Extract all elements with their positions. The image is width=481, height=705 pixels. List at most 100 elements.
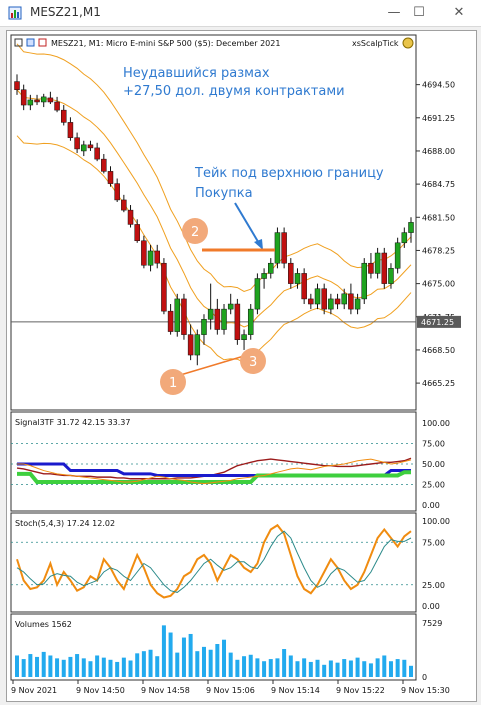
signal-tick-label: 100.00 (422, 419, 450, 428)
marker-3-label: 3 (249, 355, 257, 370)
candle-body (94, 147, 100, 160)
instrument-label: MESZ21, M1: Micro E-mini S&P 500 ($5): D… (51, 39, 280, 48)
expert-hat-icon[interactable] (402, 37, 414, 49)
volume-bar (68, 656, 73, 677)
chart-area[interactable]: 4694.50 4691.25 4688.00 4684.75 4681.50 4678.… (6, 30, 477, 702)
price-marks (11, 43, 416, 366)
volume-bar (308, 661, 313, 677)
candle-body (107, 171, 114, 184)
volume-bar (175, 652, 180, 677)
candle-body (81, 144, 87, 152)
volume-marks (15, 625, 413, 677)
candle-body (101, 158, 107, 172)
candle-body (381, 252, 388, 284)
take-arrow (234, 202, 261, 246)
current-price-box (417, 315, 461, 328)
volume-bar (315, 659, 320, 677)
volume-bar (41, 651, 46, 677)
signal-tick-label: 50.00 (422, 460, 445, 469)
signal-tick-label: 25.00 (422, 481, 445, 490)
volume-bar (195, 651, 200, 677)
volume-bar (135, 653, 140, 677)
stochastic-marks (11, 523, 416, 599)
candle-body (121, 199, 127, 211)
candle-body (114, 183, 120, 201)
signal-tick-label: 75.00 (422, 440, 445, 449)
volume-bar (188, 633, 193, 677)
candle-body (187, 334, 194, 356)
volume-bar (342, 659, 347, 677)
candle-body (308, 298, 314, 305)
candle-body (67, 122, 74, 138)
stochastic-tick-label: 75.00 (422, 538, 445, 547)
app-chart-icon (8, 6, 22, 20)
marker-3 (240, 348, 266, 374)
close-button[interactable]: ✕ (453, 5, 465, 20)
maximize-button[interactable]: ☐ (413, 5, 425, 20)
band-middle-line (16, 89, 412, 328)
stochastic-tick-label: 0.00 (422, 602, 440, 611)
candle-body (34, 99, 40, 103)
candle-body (321, 288, 327, 310)
candle-body (288, 262, 294, 284)
volume-bar (148, 649, 153, 677)
volume-bar (88, 661, 93, 677)
candle-body (154, 250, 160, 264)
window-titlebar: MESZ21,M1 — ☐ ✕ (0, 0, 481, 27)
signal-line-fast (17, 458, 412, 485)
candle-body (134, 224, 140, 242)
candle-body (227, 303, 234, 310)
price-panel (10, 34, 417, 411)
volume-bar (295, 661, 300, 677)
price-tick-label: 4665.25 (422, 379, 455, 388)
volume-bar (28, 654, 33, 677)
candle-body (401, 232, 408, 244)
volume-bar (15, 655, 19, 677)
candle-body (194, 334, 201, 356)
candle-body (40, 96, 47, 103)
band-lower-line (16, 135, 412, 364)
volume-bar (201, 646, 206, 677)
volume-bar (115, 661, 120, 677)
volume-bar (368, 663, 373, 677)
price-tick-label: 4688.00 (422, 147, 455, 156)
volume-bar (141, 651, 146, 677)
volume-bar (168, 632, 173, 677)
price-tick-label: 4681.50 (422, 213, 455, 222)
time-tick-label: 9 Nov 2021 (11, 686, 57, 695)
stochastic-title: Stoch(5,4,3) 17.24 12.02 (15, 519, 115, 528)
time-tick-label: 9 Nov 15:30 (401, 686, 450, 695)
time-tick-label: 9 Nov 14:50 (76, 686, 125, 695)
candle-body (141, 240, 147, 266)
symbol-icon (26, 38, 35, 47)
candle-body (221, 308, 227, 330)
collapse-icon[interactable] (14, 38, 23, 47)
price-tick-label: 4675.00 (422, 280, 455, 289)
volume-bar (55, 658, 60, 677)
volume-bar (35, 656, 40, 677)
volume-bar (75, 654, 80, 677)
volume-bar (402, 659, 407, 677)
candle-body (328, 298, 334, 310)
candle-body (361, 262, 368, 300)
take-arrow-head (254, 239, 263, 250)
signal-panel (10, 411, 417, 512)
volume-bar (255, 658, 260, 677)
candle-body (234, 303, 241, 340)
volume-bar (348, 660, 353, 677)
volume-bar (121, 657, 126, 677)
candle-body (374, 252, 381, 274)
minimize-button[interactable]: — (387, 5, 401, 20)
volume-bar (208, 649, 213, 677)
volume-bar (375, 658, 380, 677)
volume-bar (328, 660, 333, 677)
time-tick-label: 9 Nov 15:14 (271, 686, 320, 695)
candle-body (174, 298, 181, 332)
price-tick-label: 4684.75 (422, 180, 455, 189)
candle-body (201, 319, 207, 335)
volume-bar (48, 655, 53, 677)
price-tick-label: 4668.50 (422, 346, 455, 355)
chart-canvas[interactable]: 4694.50 4691.25 4688.00 4684.75 4681.50 4678.… (7, 31, 476, 701)
time-tick-label: 9 Nov 14:58 (141, 686, 190, 695)
candle-body (334, 298, 341, 305)
